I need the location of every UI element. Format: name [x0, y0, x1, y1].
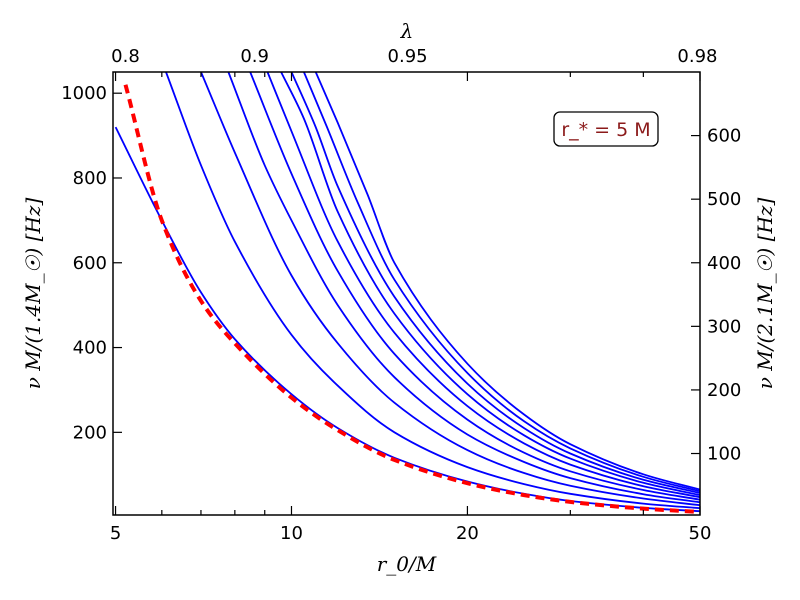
y-right-tick-label: 100 — [707, 444, 741, 465]
series-line-1 — [114, 126, 700, 513]
top-tick-label: 0.8 — [111, 46, 140, 67]
series-line-6 — [266, 72, 700, 499]
plot-frame — [112, 71, 701, 516]
x-axis-label: r_0/M — [377, 552, 437, 576]
y-left-tick-label: 800 — [73, 168, 107, 189]
series-line-8 — [290, 72, 700, 494]
series-line-10 — [314, 72, 700, 491]
y-right-tick-label: 300 — [707, 316, 741, 337]
x-tick-label: 5 — [110, 523, 121, 544]
top-tick-label: 0.9 — [240, 46, 269, 67]
y-left-tick-label: 400 — [73, 338, 107, 359]
x-tick-label: 50 — [689, 523, 712, 544]
y-left-tick-label: 600 — [73, 253, 107, 274]
top-axis-label: λ — [400, 19, 414, 43]
plot-curves — [114, 72, 700, 514]
annotation: r_* = 5 M — [553, 111, 659, 147]
x-tick-label: 10 — [280, 523, 303, 544]
y-right-tick-label: 500 — [707, 189, 741, 210]
y-right-tick-label: 200 — [707, 380, 741, 401]
series-line-7 — [280, 72, 700, 496]
series-line-5 — [249, 72, 700, 501]
annotation-box — [553, 111, 659, 147]
y-left-tick-label: 1000 — [61, 83, 107, 104]
top-tick-label: 0.98 — [677, 46, 717, 67]
x-tick-label: 20 — [456, 523, 479, 544]
top-tick-label: 0.95 — [388, 46, 428, 67]
y-axis-label-right: ν M/(2.1M_☉) [Hz] — [753, 198, 777, 390]
series-line-9 — [303, 72, 700, 493]
y-right-tick-label: 400 — [707, 253, 741, 274]
annotation-label: r_* = 5 M — [561, 119, 650, 141]
y-axis-label-left: ν M/(1.4M_☉) [Hz] — [21, 198, 45, 390]
y-right-tick-label: 600 — [707, 126, 741, 147]
series-line-3 — [200, 72, 700, 507]
y-left-tick-label: 200 — [73, 422, 107, 443]
series-line-4 — [227, 72, 700, 504]
series-line-dashed — [123, 84, 700, 514]
axis-ticks: 5 10 20 50 0.8 0.9 0.95 0.98 200 400 600 800 1000 100… — [61, 46, 741, 544]
series-line-2 — [165, 72, 700, 510]
